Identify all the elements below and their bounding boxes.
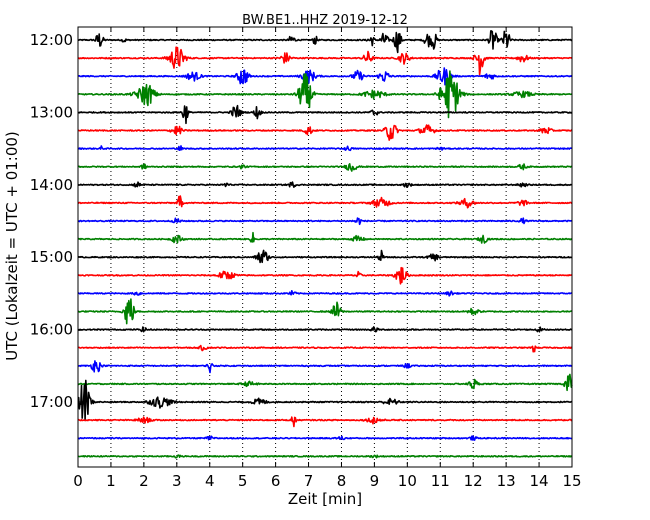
trace-row-1400 [77, 181, 573, 188]
x-tick-label: 7 [304, 472, 314, 490]
plot-frame [77, 26, 573, 468]
trace-row-1415 [77, 195, 573, 209]
y-tick-label: 15:00 [30, 248, 73, 266]
x-axis-label: Zeit [min] [288, 490, 362, 508]
trace-row-1530 [77, 290, 573, 297]
trace-row-1645 [77, 373, 573, 392]
x-tick-label: 9 [370, 472, 380, 490]
y-tick-label: 12:00 [30, 31, 73, 49]
trace-row-1545 [77, 298, 573, 325]
x-tick-label: 4 [205, 472, 215, 490]
x-tick-label: 10 [398, 472, 417, 490]
trace-row-1300 [77, 104, 573, 125]
trace-row-1515 [77, 266, 573, 285]
trace-row-1500 [77, 249, 573, 264]
trace-row-1630 [77, 360, 573, 374]
x-tick-label: 11 [431, 472, 450, 490]
chart-title: BW.BE1..HHZ 2019-12-12 [242, 13, 408, 28]
traces [77, 30, 573, 459]
trace-row-1230 [77, 67, 573, 86]
trace-row-1215 [77, 46, 573, 76]
grid-lines [110, 27, 540, 467]
x-tick-label: 0 [73, 472, 83, 490]
y-tick-label: 16:00 [30, 321, 73, 339]
y-tick-label: 14:00 [30, 176, 73, 194]
x-tick-label: 2 [139, 472, 149, 490]
y-axis: 12:00 13:00 14:00 15:00 16:00 17:00 [30, 31, 572, 411]
x-axis: 0 1 2 3 4 5 6 7 8 9 10 11 12 13 14 15 [73, 27, 582, 490]
trace-row-1700 [77, 379, 573, 422]
trace-row-1600 [77, 326, 573, 333]
x-tick-label: 6 [271, 472, 281, 490]
y-axis-label: UTC (Lokalzeit = UTC + 01:00) [3, 131, 21, 361]
x-tick-label: 12 [464, 472, 483, 490]
trace-row-1615 [77, 344, 573, 353]
trace-row-1315 [77, 124, 573, 141]
x-tick-label: 5 [238, 472, 248, 490]
trace-row-1430 [77, 217, 573, 226]
x-tick-label: 8 [337, 472, 347, 490]
y-tick-label: 17:00 [30, 393, 73, 411]
trace-row-1330 [77, 145, 573, 152]
x-tick-label: 15 [562, 472, 581, 490]
trace-row-1730 [77, 435, 573, 441]
trace-row-1200 [77, 30, 573, 54]
x-tick-label: 14 [530, 472, 549, 490]
x-tick-label: 13 [497, 472, 516, 490]
y-tick-label: 13:00 [30, 103, 73, 121]
trace-row-1345 [77, 163, 573, 172]
x-tick-label: 1 [106, 472, 116, 490]
x-tick-label: 3 [172, 472, 182, 490]
trace-row-1445 [77, 231, 573, 244]
trace-row-1745 [77, 454, 573, 459]
trace-row-1715 [77, 416, 573, 428]
trace-row-1245 [77, 70, 573, 119]
